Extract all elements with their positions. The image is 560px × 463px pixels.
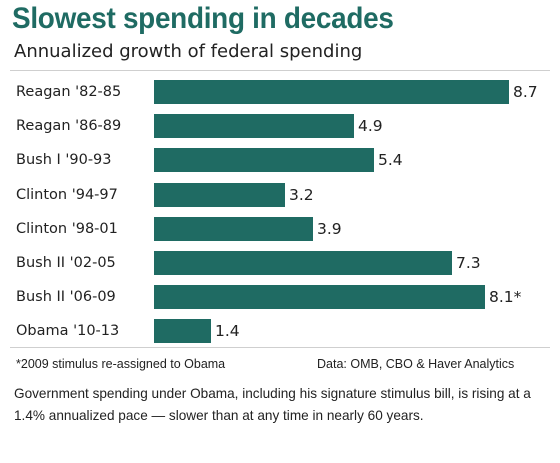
chart-subtitle: Annualized growth of federal spending [14,41,363,62]
source-note: Data: OMB, CBO & Haver Analytics [317,357,515,371]
value-label: 3.9 [317,220,342,238]
footnote: *2009 stimulus re-assigned to Obama [16,357,226,371]
value-label: 7.3 [456,254,481,272]
category-label: Reagan '82-85 [16,84,122,100]
bar [154,319,211,343]
value-label: 1.4 [215,322,240,340]
value-label: 4.9 [358,117,383,135]
top-divider [10,70,550,71]
bar [154,80,509,104]
bar [154,217,313,241]
chart-title: Slowest spending in decades [12,2,394,35]
caption: Government spending under Obama, includi… [14,386,531,423]
category-label: Bush II '02-05 [16,255,116,271]
bar [154,183,285,207]
bar [154,285,485,309]
category-label: Obama '10-13 [16,323,120,339]
category-label: Reagan '86-89 [16,118,122,134]
value-label: 3.2 [289,186,314,204]
bar [154,148,374,172]
value-label: 5.4 [378,151,403,169]
category-label: Clinton '94-97 [16,187,118,203]
bottom-divider [10,347,550,348]
bar [154,251,452,275]
category-label: Bush I '90-93 [16,152,112,168]
category-label: Clinton '98-01 [16,221,118,237]
bar [154,114,354,138]
value-label: 8.7 [513,83,538,101]
value-label: 8.1* [489,288,522,306]
category-label: Bush II '06-09 [16,289,116,305]
